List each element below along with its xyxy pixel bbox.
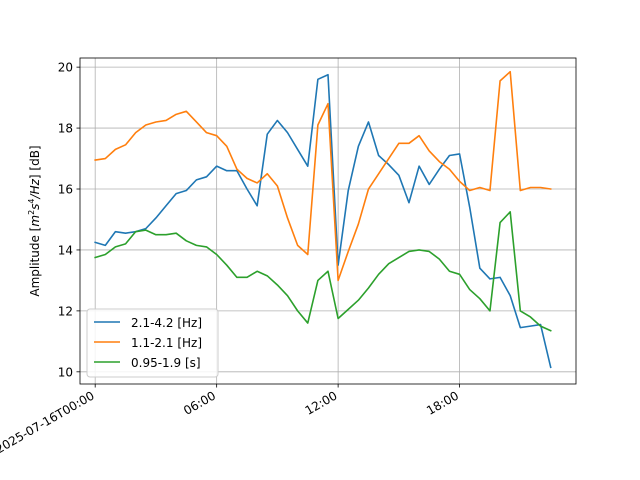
legend-box (86, 308, 219, 378)
y-tick-label: 18 (58, 122, 73, 136)
series-line-3 (94, 211, 552, 332)
legend: 2.1-4.2 [Hz] 1.1-2.1 [Hz] 0.95-1.9 [s] (86, 308, 219, 378)
y-axis: 10 12 14 16 18 20 (58, 61, 80, 379)
grid (80, 58, 576, 384)
series-layer (94, 70, 552, 369)
legend-label-series-2: 1.1-2.1 [Hz] (131, 336, 202, 350)
y-tick-label: 12 (58, 304, 73, 318)
legend-label-series-1: 2.1-4.2 [Hz] (131, 316, 202, 330)
series-line-1 (94, 73, 552, 369)
legend-label-series-3: 0.95-1.9 [s] (131, 356, 201, 370)
y-tick-label: 20 (58, 61, 73, 75)
y-tick-label: 10 (58, 365, 73, 379)
y-axis-title: Amplitude [m2s4/Hz] [dB] (27, 145, 42, 296)
plot-frame (79, 57, 577, 385)
series-line-2 (94, 70, 552, 282)
y-tick-label: 16 (58, 183, 73, 197)
y-tick-label: 14 (58, 243, 73, 257)
